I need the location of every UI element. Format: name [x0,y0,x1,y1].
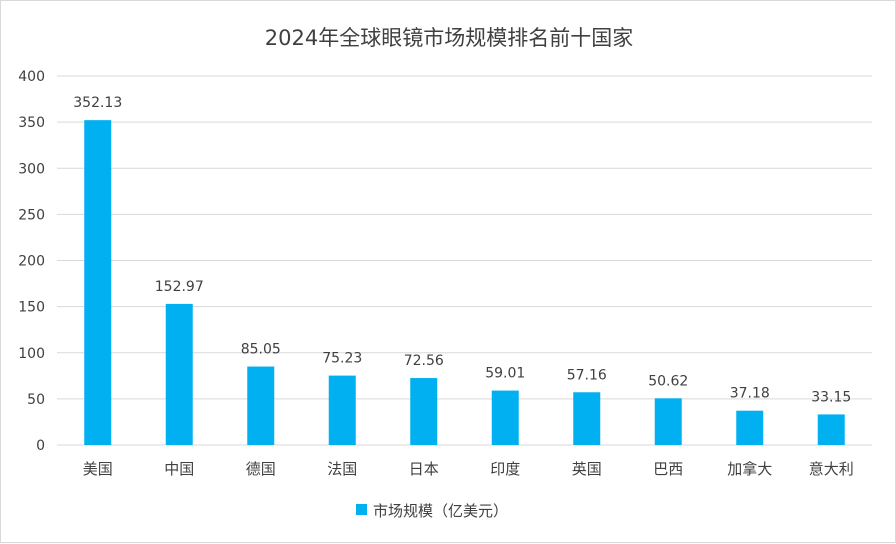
bar [736,410,764,445]
data-label: 50.62 [648,373,688,389]
data-label: 85.05 [241,342,281,358]
bar [165,303,193,445]
y-tick-label: 0 [36,438,45,454]
bar [573,392,601,445]
legend: 市场规模（亿美元） [356,502,508,520]
data-label: 59.01 [485,366,525,382]
bar [247,366,275,445]
x-tick-label: 英国 [572,460,602,478]
y-tick-label: 200 [18,254,45,270]
data-label: 352.13 [73,95,122,111]
x-tick-label: 意大利 [809,460,854,478]
data-labels: 352.13 152.97 85.05 75.23 72.56 59.01 57.16 50.… [73,95,851,405]
bar [491,390,519,445]
x-tick-label: 美国 [83,460,113,478]
bar [817,414,845,445]
x-axis-ticks: 美国 中国 德国 法国 日本 印度 英国 巴西 加拿大 意大利 [83,460,854,478]
y-axis-ticks: 0 50 100 150 200 250 300 350 400 [18,69,45,454]
y-tick-label: 350 [18,115,45,131]
bar [84,120,112,446]
chart-title: 2024年全球眼镜市场规模排名前十国家 [265,26,633,50]
gridlines [57,75,872,446]
data-label: 33.15 [811,389,851,405]
x-tick-label: 法国 [327,460,357,478]
x-tick-label: 日本 [409,460,439,478]
x-tick-label: 德国 [246,460,276,478]
x-tick-label: 巴西 [653,460,683,478]
legend-swatch [356,504,367,515]
x-tick-label: 印度 [490,460,520,478]
bar [328,375,356,445]
y-tick-label: 150 [18,300,45,316]
data-label: 57.16 [567,367,607,383]
y-tick-label: 300 [18,161,45,177]
y-tick-label: 100 [18,346,45,362]
bar [410,378,438,445]
data-label: 37.18 [730,386,770,402]
y-tick-label: 50 [27,392,45,408]
bar [654,398,682,445]
y-tick-label: 400 [18,69,45,85]
bars [84,120,845,446]
y-tick-label: 250 [18,207,45,223]
x-tick-label: 中国 [164,460,194,478]
legend-label: 市场规模（亿美元） [373,502,508,520]
x-tick-label: 加拿大 [727,460,772,478]
data-label: 75.23 [322,351,362,367]
data-label: 72.56 [404,353,444,369]
data-label: 152.97 [155,279,204,295]
